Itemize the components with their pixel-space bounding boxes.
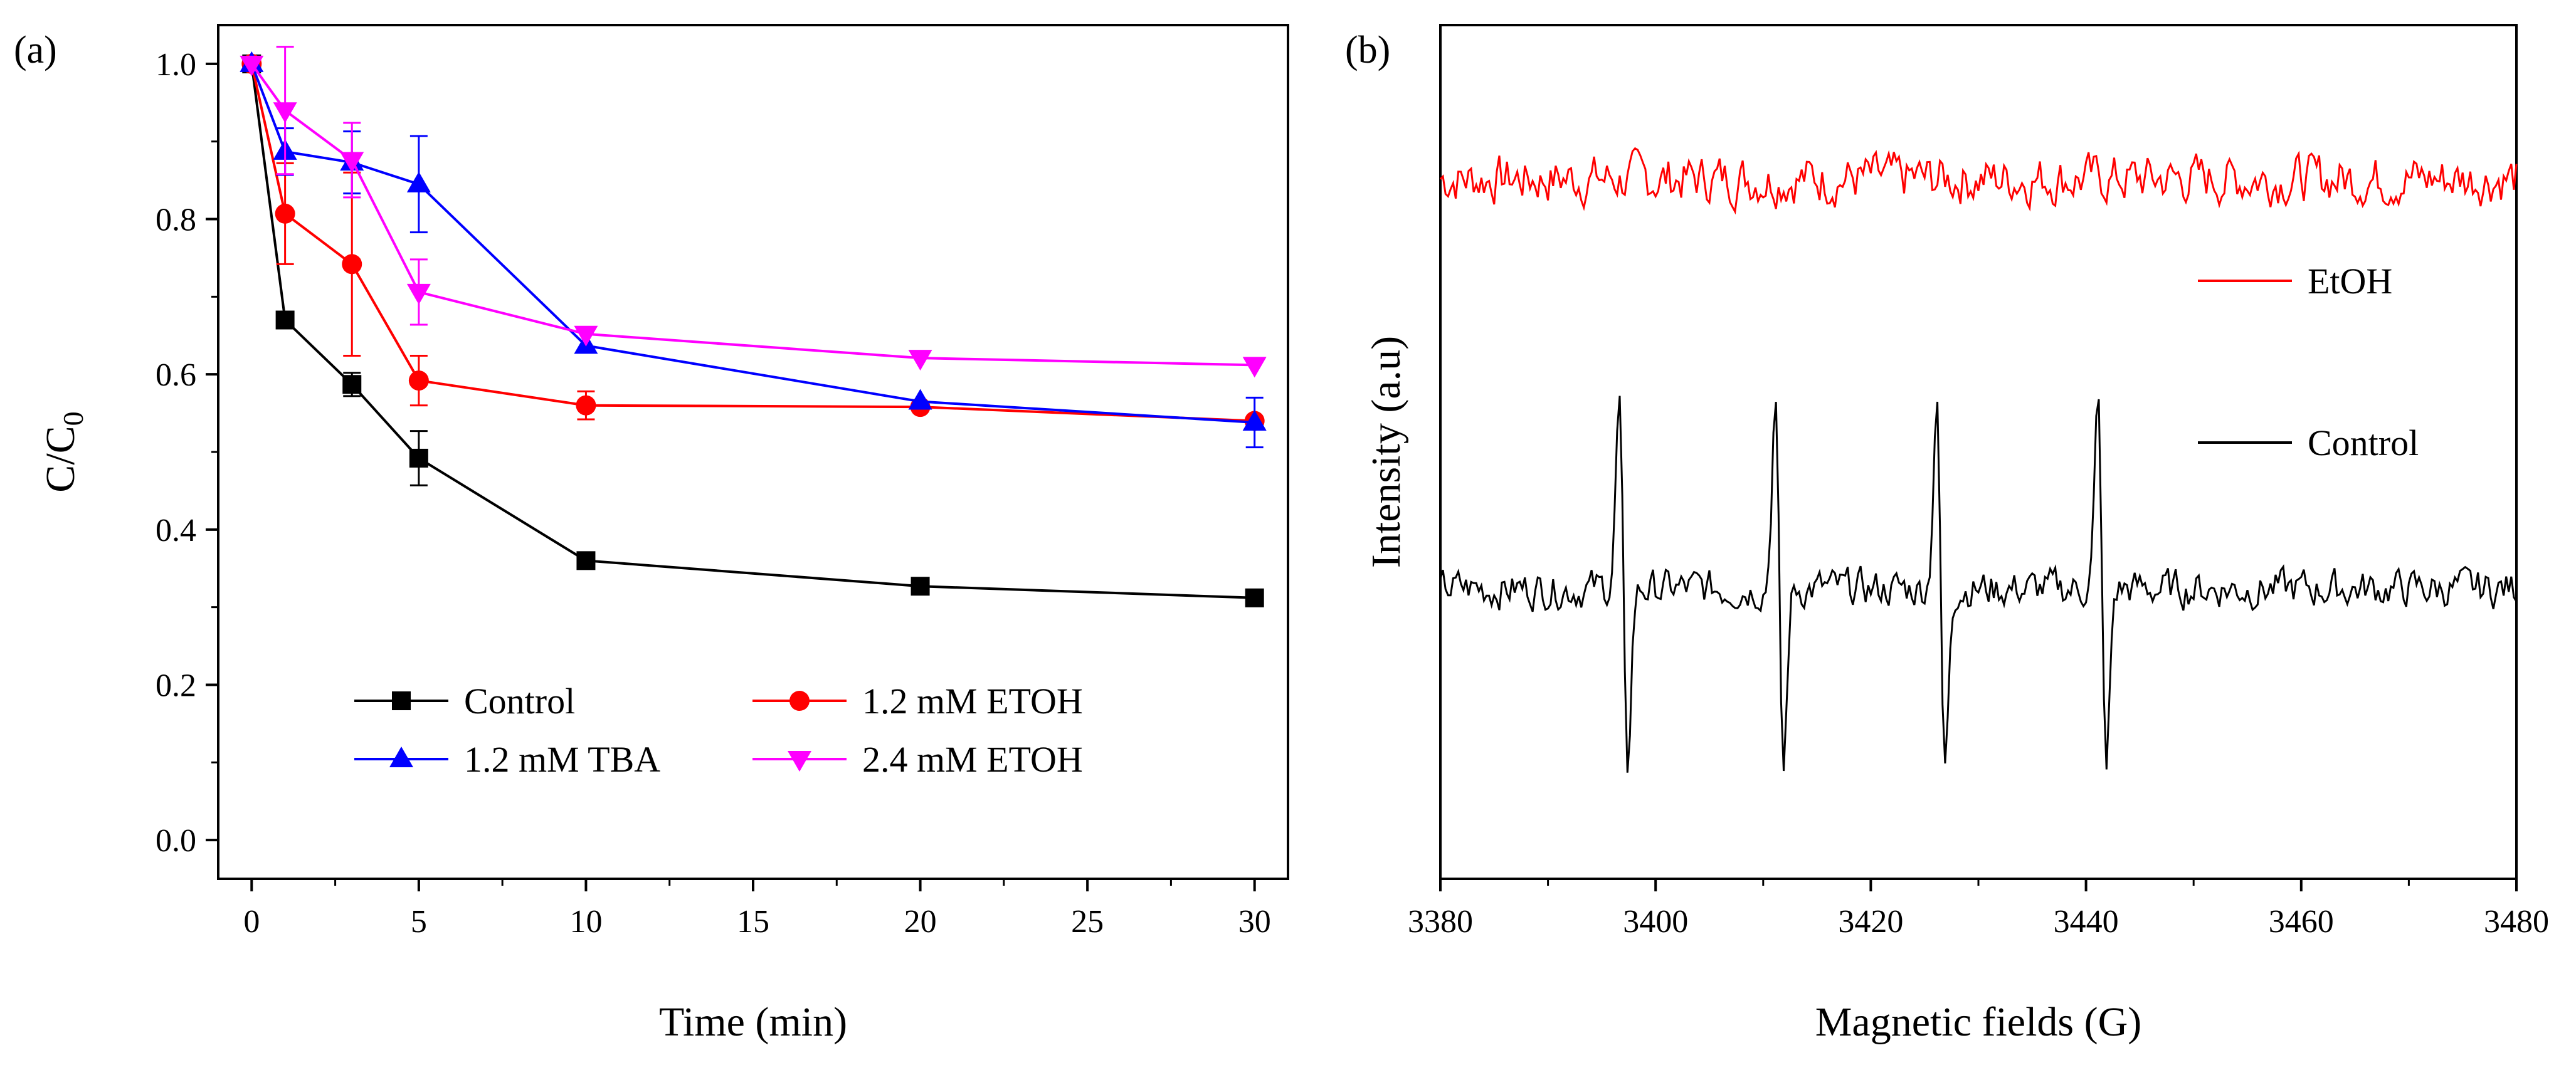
panel-a-frame (217, 24, 1289, 880)
spectrum-line-etoh (1439, 147, 2518, 215)
spectrum-etoh (1439, 147, 2518, 215)
spectrum-control (1439, 396, 2518, 773)
series-line-control (250, 63, 1255, 599)
panel-a-ticks: 0 5 10 15 20 25 30 0.0 0.2 0.4 0.6 0.8 1.0 (156, 47, 1271, 940)
legend-item-etoh-2-4: 2.4 mM ETOH (752, 739, 1083, 780)
data-point (342, 254, 362, 275)
legend-item-tba: 1.2 mM TBA (354, 739, 660, 780)
data-point (406, 283, 431, 305)
x-tick-label-a: 5 (411, 904, 427, 940)
data-point (273, 102, 297, 123)
panel-b-legend: EtOH Control (2198, 261, 2419, 463)
legend-label-etoh-2-4: 2.4 mM ETOH (862, 739, 1083, 780)
data-point (340, 152, 364, 173)
panel-b-ylabel: Intensity (a.u) (1363, 336, 1409, 568)
y-tick-label-a: 0.4 (156, 513, 196, 548)
legend-item-control-b: Control (2198, 422, 2419, 463)
x-tick-label-b: 3420 (1838, 904, 1903, 940)
panel-b-label: (b) (1345, 29, 1390, 71)
x-tick-label-a: 25 (1071, 904, 1104, 940)
panel-b-ticks: 3380 3400 3420 3440 3460 3480 (1408, 879, 2549, 940)
data-point (911, 577, 930, 596)
data-point (406, 171, 431, 192)
x-tick-label-b: 3400 (1623, 904, 1688, 940)
legend-label-etoh-1-2: 1.2 mM ETOH (862, 681, 1083, 721)
series-1-2-mm-tba (240, 51, 1267, 449)
panel-a: (a) 0 5 10 15 20 25 30 0.0 0.2 0.4 0.6 0.8 1.0 Time … (14, 24, 1289, 1045)
data-point (908, 389, 932, 410)
legend-item-etoh: EtOH (2198, 261, 2392, 302)
panel-a-series (240, 46, 1267, 607)
data-point (574, 325, 598, 347)
x-tick-label-a: 0 (243, 904, 260, 940)
x-tick-label-b: 3480 (2484, 904, 2549, 940)
data-point (576, 395, 596, 416)
legend-item-etoh-1-2: 1.2 mM ETOH (752, 681, 1083, 721)
series-control (242, 54, 1264, 607)
legend-label-control: Control (464, 681, 575, 721)
y-tick-label-a: 0.2 (156, 668, 196, 703)
x-tick-label-b: 3380 (1408, 904, 1473, 940)
y-tick-label-a: 1.0 (156, 47, 196, 83)
data-point (275, 203, 295, 224)
legend-label-control-b: Control (2308, 422, 2419, 463)
data-point (1242, 409, 1267, 431)
legend-item-control: Control (354, 681, 575, 721)
data-point (1245, 588, 1264, 607)
y-tick-label-a: 0.6 (156, 357, 196, 393)
panel-b-series (1439, 147, 2518, 773)
y-tick-label-a: 0.8 (156, 202, 196, 238)
panel-a-ylabel: C/C0 (38, 411, 89, 492)
data-point (408, 370, 429, 391)
data-point (240, 55, 264, 76)
panel-a-xlabel: Time (min) (659, 999, 847, 1045)
data-point (576, 551, 596, 570)
spectrum-line-control (1439, 396, 2518, 773)
data-point (342, 375, 362, 394)
series-line-1-2-mm-tba (250, 63, 1255, 424)
x-tick-label-a: 10 (569, 904, 602, 940)
x-tick-label-b: 3440 (2054, 904, 2119, 940)
panel-a-label: (a) (14, 29, 57, 71)
panel-b-xlabel: Magnetic fields (G) (1815, 999, 2142, 1045)
series-2-4-mm-etoh (240, 46, 1267, 378)
data-point (409, 448, 428, 468)
series-line-1-2-mm-etoh (250, 63, 1255, 422)
x-tick-label-a: 20 (904, 904, 937, 940)
data-point (908, 350, 932, 371)
panel-b: (b) 3380 3400 3420 3440 3460 3480 Magnetic fi… (1345, 24, 2549, 1045)
x-tick-label-a: 30 (1238, 904, 1271, 940)
legend-label-tba: 1.2 mM TBA (464, 739, 660, 780)
legend-label-etoh: EtOH (2308, 261, 2392, 302)
panel-a-legend: Control 1.2 mM ETOH 1.2 mM TBA 2.4 mM ET… (354, 681, 1083, 780)
data-point (275, 310, 295, 330)
x-tick-label-a: 15 (737, 904, 769, 940)
series-line-2-4-mm-etoh (250, 63, 1255, 367)
data-point (1242, 357, 1267, 378)
y-tick-label-a: 0.0 (156, 823, 196, 859)
x-tick-label-b: 3460 (2269, 904, 2334, 940)
